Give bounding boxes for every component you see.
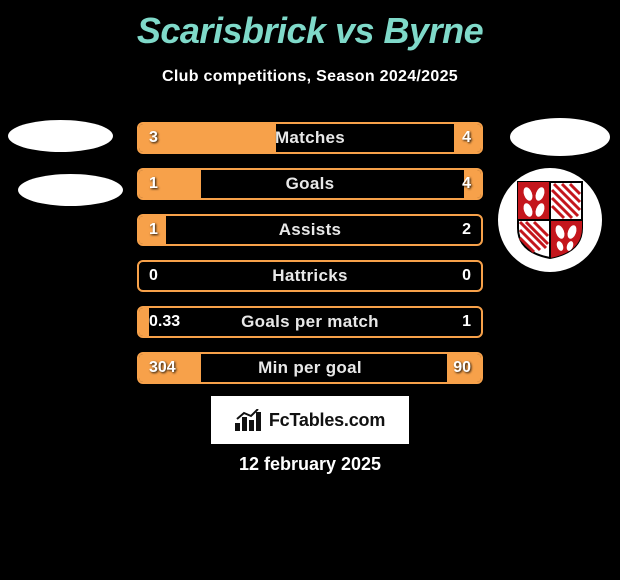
- left-player-badge-2: [18, 174, 123, 206]
- bar-value-right: 4: [462, 124, 471, 152]
- bar-row: Assists1 2: [137, 214, 483, 246]
- bar-label: Min per goal: [139, 354, 481, 382]
- bar-value-left: 304: [149, 354, 176, 382]
- bar-value-left: 3: [149, 124, 158, 152]
- left-player-badge-1: [8, 120, 113, 152]
- comparison-bars: Matches34Goals14Assists12Hattricks00Goal…: [137, 122, 483, 398]
- bar-row: Matches3 4: [137, 122, 483, 154]
- bar-value-left: 0.33: [149, 308, 180, 336]
- bar-label: Goals per match: [139, 308, 481, 336]
- bar-value-left: 1: [149, 216, 158, 244]
- date-text: 12 february 2025: [0, 454, 620, 475]
- club-crest: [498, 168, 602, 272]
- bar-label: Goals: [139, 170, 481, 198]
- subtitle: Club competitions, Season 2024/2025: [0, 68, 620, 86]
- bar-value-right: 1: [462, 308, 471, 336]
- shield-icon: [516, 180, 584, 260]
- brand-text: FcTables.com: [269, 410, 385, 431]
- bar-label: Hattricks: [139, 262, 481, 290]
- bar-value-left: 0: [149, 262, 158, 290]
- bar-label: Matches: [139, 124, 481, 152]
- brand-badge: FcTables.com: [211, 396, 409, 444]
- bar-value-right: 0: [462, 262, 471, 290]
- bar-value-left: 1: [149, 170, 158, 198]
- bar-row: Goals per match0.33 1: [137, 306, 483, 338]
- bar-label: Assists: [139, 216, 481, 244]
- page-title: Scarisbrick vs Byrne: [0, 0, 620, 52]
- right-player-badge: [510, 118, 610, 156]
- bar-row: Goals1 4: [137, 168, 483, 200]
- bar-row: Hattricks0 0: [137, 260, 483, 292]
- bar-row: Min per goal304 90: [137, 352, 483, 384]
- chart-icon: [235, 409, 263, 431]
- bar-value-right: 2: [462, 216, 471, 244]
- bar-value-right: 90: [453, 354, 471, 382]
- bar-value-right: 4: [462, 170, 471, 198]
